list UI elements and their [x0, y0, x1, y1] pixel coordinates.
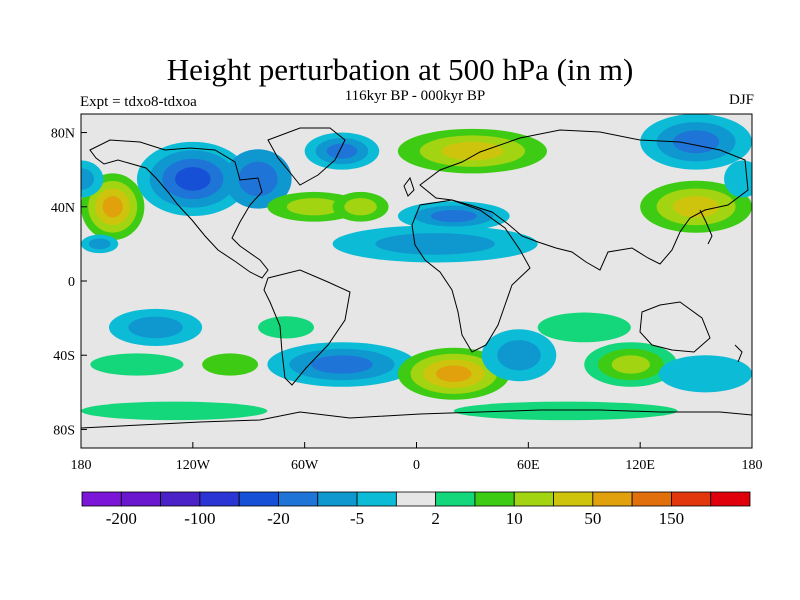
lat-tick-label: 40S: [53, 349, 75, 364]
colorbar-swatch-7: [356, 491, 397, 507]
colorbar-label: 150: [659, 509, 685, 528]
colorbar-swatch-0: [81, 491, 122, 507]
coastline-north-america: [89, 139, 269, 279]
colorbar-swatch-11: [513, 491, 554, 507]
anomaly-contour-24-1: [81, 168, 95, 190]
colorbar-swatch-1: [120, 491, 161, 507]
lon-tick-label: 180: [742, 458, 763, 473]
lon-tick-label: 60E: [517, 458, 540, 473]
colorbar-label: 2: [431, 509, 440, 528]
colorbar-swatch-12: [553, 491, 594, 507]
coastline-japan: [699, 209, 713, 245]
coastline-africa: [411, 199, 531, 353]
anomaly-contour-15-2: [311, 355, 373, 374]
lon-tick-label: 0: [413, 458, 420, 473]
coastline-antarctica: [81, 409, 752, 429]
colorbar-swatch-14: [631, 491, 672, 507]
colorbar-swatch-13: [592, 491, 633, 507]
anomaly-contour-5-2: [326, 143, 358, 159]
map-title: Height perturbation at 500 hPa (in m): [166, 52, 634, 87]
experiment-label: Expt = tdxo8-tdxoa: [80, 94, 197, 110]
lat-tick-label: 0: [68, 275, 75, 290]
coastlines: [81, 127, 752, 429]
lat-tick-label: 80N: [51, 127, 75, 142]
colorbar-swatch-8: [395, 491, 437, 507]
coastline-south-america: [263, 269, 351, 386]
anomaly-contour-23-0: [453, 401, 678, 421]
anomaly-contour-21-0: [658, 355, 752, 393]
map-axes: 80N 40N 0 40S 80S 180 120W 60W 0 60E 120E 180: [51, 127, 763, 473]
anomaly-contour-10-2: [673, 196, 720, 218]
anomaly-contour-25-0: [724, 160, 752, 198]
colorbar-swatch-2: [160, 491, 201, 507]
anomaly-contour-3-1: [286, 198, 342, 216]
anomaly-contour-8-2: [441, 141, 504, 161]
anomaly-contour-0-3: [102, 196, 123, 218]
season-label: DJF: [728, 92, 754, 108]
colorbar-swatch-16: [710, 491, 751, 507]
lon-tick-label: 180: [71, 458, 92, 473]
anomaly-contour-17-3: [435, 365, 472, 383]
anomaly-contour-22-0: [81, 401, 268, 421]
anomaly-contour-18-1: [497, 340, 541, 371]
colorbar-swatch-10: [474, 491, 515, 507]
colorbar: -200 -100 -20 -5 2 10 50 150: [81, 491, 751, 528]
map-plot-area: [81, 114, 752, 448]
anomaly-contour-12-1: [128, 316, 183, 339]
colorbar-swatch-4: [238, 491, 279, 507]
colorbar-label: -20: [267, 509, 290, 528]
colorbar-label: -200: [106, 509, 137, 528]
anomaly-contour-16-0: [258, 316, 314, 339]
colorbar-swatch-3: [199, 491, 240, 507]
anomaly-contour-14-0: [202, 353, 259, 376]
lat-tick-label: 40N: [51, 201, 75, 216]
coastline-europe-asia: [419, 129, 749, 271]
lon-tick-label: 60W: [291, 458, 319, 473]
colorbar-swatch-6: [317, 491, 358, 507]
anomaly-contour-4-1: [344, 198, 377, 216]
colorbar-label: -5: [350, 509, 364, 528]
lon-tick-label: 120W: [176, 458, 211, 473]
anomaly-contour-6-1: [375, 233, 495, 255]
lon-tick-label: 120E: [625, 458, 655, 473]
anomaly-contour-20-2: [611, 355, 651, 374]
anomaly-contour-13-0: [90, 353, 184, 376]
coastline-australia: [639, 301, 711, 353]
coastline-new-zealand: [734, 344, 743, 363]
colorbar-swatch-15: [671, 491, 712, 507]
colorbar-label: -100: [184, 509, 215, 528]
colorbar-label: 50: [584, 509, 601, 528]
anomaly-contour-19-0: [537, 312, 631, 343]
anomaly-contour-1-3: [175, 167, 211, 191]
colorbar-swatch-9: [435, 491, 476, 507]
anomaly-contour-7-2: [430, 209, 477, 223]
colorbar-label: 10: [506, 509, 523, 528]
lat-tick-label: 80S: [53, 423, 75, 438]
coastline-greenland: [267, 127, 346, 186]
colorbar-swatch-5: [278, 491, 319, 507]
anomaly-contour-11-1: [88, 238, 111, 250]
map-subtitle: 116kyr BP - 000kyr BP: [344, 88, 486, 104]
coastline-uk: [403, 176, 415, 197]
